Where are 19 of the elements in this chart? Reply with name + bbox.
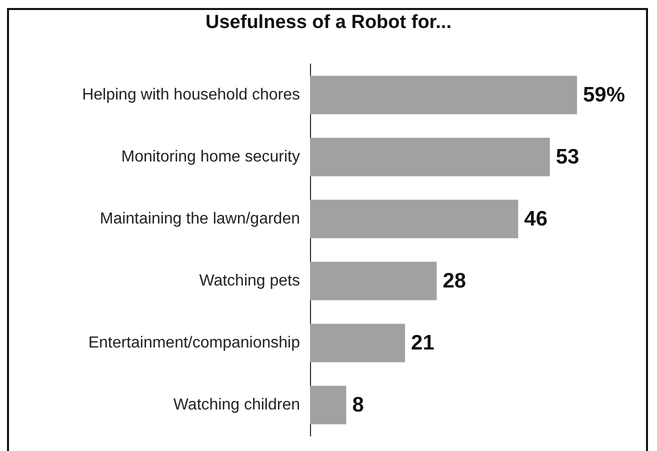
chart-title: Usefulness of a Robot for... xyxy=(206,12,452,33)
y-tick-label: Watching pets xyxy=(199,272,300,290)
y-tick-label: Watching children xyxy=(173,396,300,414)
y-tick-label: Maintaining the lawn/garden xyxy=(100,210,300,228)
y-tick-label: Entertainment/companionship xyxy=(88,334,300,352)
data-label: 46 xyxy=(524,208,548,230)
bar xyxy=(310,262,437,300)
data-label: 8 xyxy=(352,394,364,416)
bar xyxy=(310,76,577,114)
data-label: 59% xyxy=(583,84,626,106)
y-tick-label: Helping with household chores xyxy=(82,86,300,104)
data-label: 21 xyxy=(411,332,435,354)
data-label: 53 xyxy=(556,146,580,168)
bar xyxy=(310,138,550,176)
bar xyxy=(310,200,518,238)
y-tick-label: Monitoring home security xyxy=(121,148,300,166)
bar xyxy=(310,386,346,424)
data-label: 28 xyxy=(442,270,466,292)
bar xyxy=(310,324,406,362)
